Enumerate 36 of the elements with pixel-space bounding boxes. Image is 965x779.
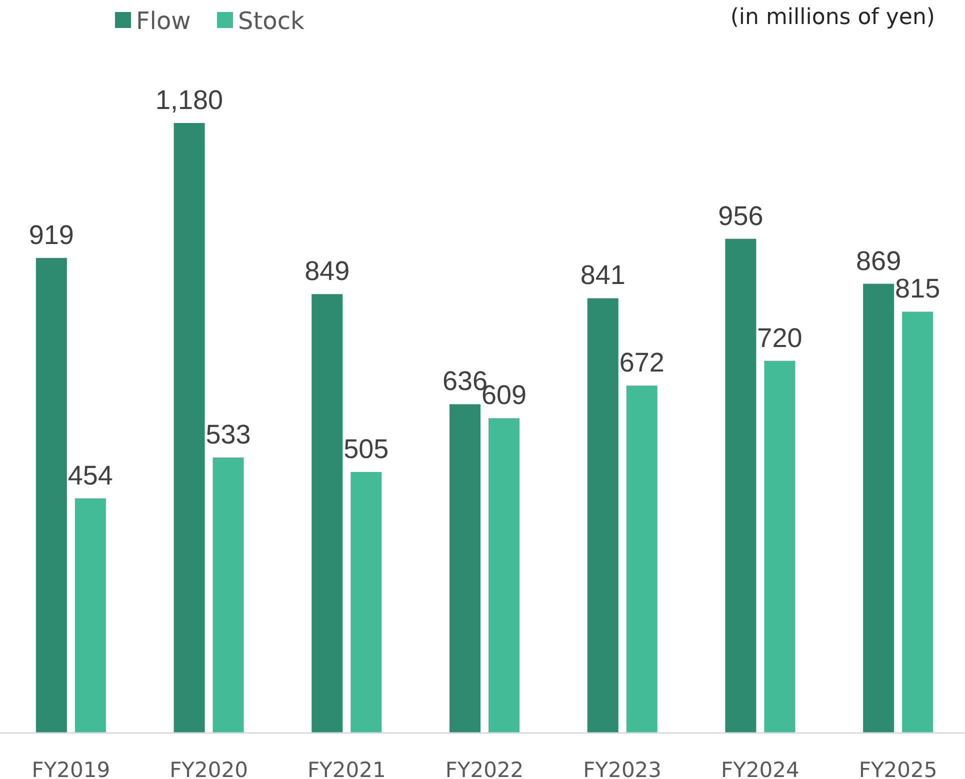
x-tick-label: FY2025: [858, 758, 938, 779]
bar: [36, 258, 67, 733]
bar: [863, 284, 894, 733]
x-tick-label: FY2023: [583, 758, 662, 779]
data-label: 815: [895, 274, 940, 304]
data-label: 533: [206, 419, 251, 450]
data-label: 720: [757, 322, 802, 353]
data-label: 919: [28, 220, 74, 250]
x-tick-label: FY2021: [307, 758, 386, 779]
x-tick-label: FY2019: [32, 758, 110, 779]
legend-label: Flow: [136, 7, 191, 35]
data-label: 505: [344, 434, 389, 464]
bar: [74, 498, 106, 733]
legend-label: Stock: [238, 7, 305, 35]
data-label: 849: [304, 256, 350, 286]
x-tick-label: FY2020: [170, 758, 248, 779]
bar: [902, 312, 934, 733]
data-label: 869: [856, 246, 902, 276]
data-label: 1,180: [155, 85, 224, 115]
x-tick-label: FY2022: [445, 758, 524, 779]
bar: [626, 386, 658, 733]
bar: [764, 360, 796, 733]
bar: [450, 404, 480, 733]
x-tick-label: FY2024: [721, 758, 800, 779]
bar: [312, 294, 343, 733]
data-label: 454: [68, 460, 113, 490]
text: (in millions of yen): [730, 5, 935, 30]
data-label: 841: [580, 260, 626, 290]
bar: [174, 123, 205, 733]
bar: [212, 457, 244, 733]
bar: [587, 298, 618, 733]
bar: [350, 472, 382, 733]
data-label: 956: [718, 200, 764, 231]
bar: [725, 238, 756, 733]
bar: [488, 418, 520, 733]
data-label: 672: [619, 348, 664, 378]
